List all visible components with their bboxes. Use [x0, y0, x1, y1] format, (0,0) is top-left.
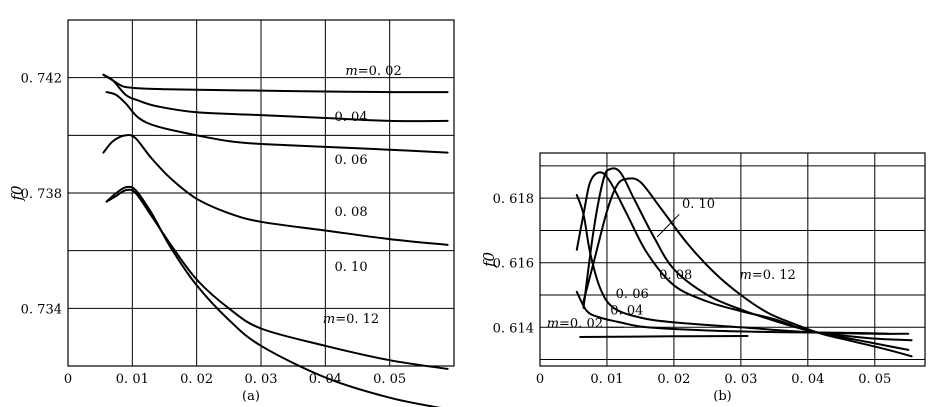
- x-tick-label: 0. 05: [858, 372, 891, 387]
- series-label-m: m: [740, 268, 752, 283]
- x-tick-label: 0. 03: [724, 372, 757, 387]
- y-tick-label: 0. 734: [21, 302, 62, 317]
- series-label: m=0. 12: [323, 312, 379, 327]
- series-line-b-5: [582, 177, 913, 358]
- grid-b: [540, 153, 925, 366]
- x-tick-label: 0. 03: [244, 372, 277, 387]
- series-label-value: =0. 12: [335, 312, 379, 327]
- series-line-b-0: [579, 335, 749, 338]
- x-origin-label: 0: [536, 372, 544, 387]
- series-label: 0. 08: [335, 205, 368, 220]
- panel-caption: (a): [242, 389, 260, 404]
- y-axis-label: f0: [8, 185, 26, 202]
- panel-b: 0. 01 0. 02 0. 03 0. 04 0. 05 0 0. 614 0. 616 0.…: [480, 152, 926, 404]
- series-label: m=0. 02: [345, 64, 401, 79]
- series-line-a-1: [102, 73, 449, 123]
- series-label-value: =0. 12: [752, 268, 796, 283]
- series-line-a-3: [102, 134, 449, 246]
- series-line-a-0: [102, 73, 449, 94]
- series-label: m=0. 02: [547, 316, 603, 331]
- leader-0-10: [656, 213, 680, 238]
- x-tick-label: 0. 01: [590, 372, 623, 387]
- series-line-b-2: [575, 194, 910, 335]
- panel-a: 0. 01 0. 02 0. 03 0. 04 0. 05 0 0. 734 0. 738 0.…: [8, 19, 455, 407]
- x-tick-label: 0. 04: [309, 372, 342, 387]
- series-label: 0. 08: [659, 268, 692, 283]
- series-label: 0. 04: [610, 303, 643, 318]
- y-tick-label: 0. 618: [493, 192, 534, 207]
- x-tick-label: 0. 02: [180, 372, 213, 387]
- series-line-b-4: [582, 167, 910, 351]
- series-line-a-4: [105, 188, 449, 370]
- series-label-value: =0. 02: [559, 316, 603, 331]
- y-tick-label: 0. 742: [21, 72, 62, 87]
- plot-frame: [539, 152, 926, 367]
- series-label: 0. 10: [682, 197, 715, 212]
- panel-caption: (b): [713, 389, 731, 404]
- x-tick-label: 0. 05: [373, 372, 406, 387]
- series-label-m: m: [323, 312, 335, 327]
- series-label-m: m: [547, 316, 559, 331]
- y-axis-label: f0: [480, 252, 498, 269]
- x-tick-label: 0. 01: [116, 372, 149, 387]
- grid-a: [68, 20, 454, 366]
- series-label: 0. 06: [616, 287, 649, 302]
- y-tick-label: 0. 616: [493, 257, 534, 272]
- series-label: 0. 10: [335, 260, 368, 275]
- y-tick-label: 0. 614: [493, 321, 534, 336]
- series-line-a-2: [105, 91, 449, 154]
- series-label: 0. 06: [335, 153, 368, 168]
- series-label-m: m: [345, 64, 357, 79]
- plot-frame: [67, 19, 455, 367]
- series-label: 0. 04: [335, 110, 368, 125]
- series-label: m=0. 12: [740, 268, 796, 283]
- series-line-a-5: [105, 185, 442, 407]
- x-tick-label: 0. 04: [791, 372, 824, 387]
- x-origin-label: 0: [64, 372, 72, 387]
- x-tick-label: 0. 02: [657, 372, 690, 387]
- series-label-value: =0. 02: [358, 64, 402, 79]
- y-tick-label: 0. 738: [21, 187, 62, 202]
